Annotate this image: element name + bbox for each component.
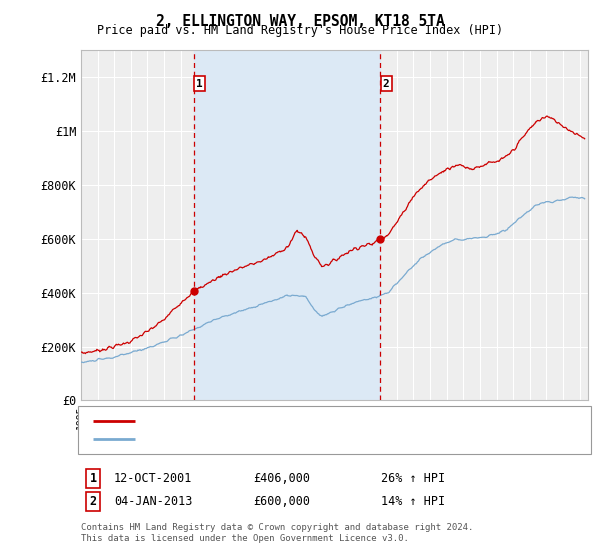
Text: £600,000: £600,000 (254, 494, 311, 508)
Text: 1: 1 (196, 78, 203, 88)
Text: 1: 1 (89, 472, 97, 486)
Text: 2: 2 (383, 78, 389, 88)
Text: £406,000: £406,000 (254, 472, 311, 486)
Text: 04-JAN-2013: 04-JAN-2013 (114, 494, 192, 508)
Text: 12-OCT-2001: 12-OCT-2001 (114, 472, 192, 486)
Text: 14% ↑ HPI: 14% ↑ HPI (381, 494, 445, 508)
Text: 2, ELLINGTON WAY, EPSOM, KT18 5TA: 2, ELLINGTON WAY, EPSOM, KT18 5TA (155, 14, 445, 29)
Text: HPI: Average price, detached house, Reigate and Banstead: HPI: Average price, detached house, Reig… (141, 434, 491, 444)
Text: 2: 2 (89, 494, 97, 508)
Text: This data is licensed under the Open Government Licence v3.0.: This data is licensed under the Open Gov… (81, 534, 409, 543)
Text: Contains HM Land Registry data © Crown copyright and database right 2024.: Contains HM Land Registry data © Crown c… (81, 523, 473, 532)
Text: 26% ↑ HPI: 26% ↑ HPI (381, 472, 445, 486)
Text: Price paid vs. HM Land Registry's House Price Index (HPI): Price paid vs. HM Land Registry's House … (97, 24, 503, 37)
Text: 2, ELLINGTON WAY, EPSOM, KT18 5TA (detached house): 2, ELLINGTON WAY, EPSOM, KT18 5TA (detac… (141, 416, 454, 426)
Bar (194, 50, 380, 400)
